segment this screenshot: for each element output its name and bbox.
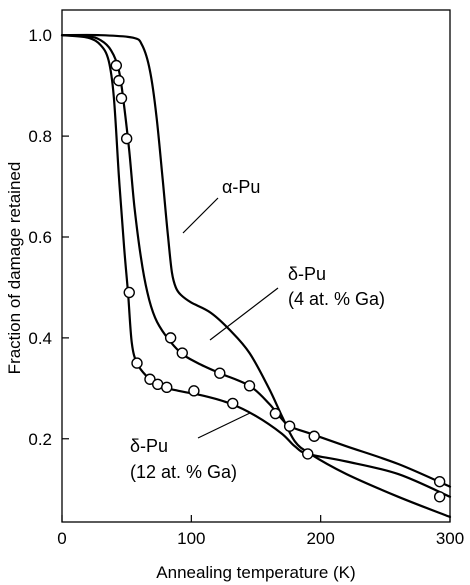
series-layer (60, 33, 452, 519)
y-tick-label: 0.4 (28, 329, 52, 348)
delta-pu-4ga-data-point (120, 132, 133, 145)
delta-pu-4ga-data-point (110, 59, 123, 72)
delta-pu-4ga-data-point (214, 367, 226, 379)
delta-pu-12ga-curve (60, 34, 452, 498)
delta-pu-4ga-data-point (433, 475, 446, 488)
y-axis-title: Fraction of damage retained (5, 162, 24, 375)
delta-pu-12ga-data-point (144, 373, 156, 385)
y-tick-label: 1.0 (28, 26, 52, 45)
x-tick-label: 200 (306, 529, 334, 548)
x-tick-label: 300 (436, 529, 464, 548)
delta-pu-12ga-data-point (227, 397, 239, 410)
delta-pu-12ga-leader-line (197, 412, 251, 439)
delta-pu-4ga-data-point (164, 332, 177, 344)
delta-pu-4ga-data-point (308, 430, 320, 442)
y-tick-label: 0.2 (28, 430, 52, 449)
delta-pu-4ga-data-point (115, 92, 128, 104)
delta-pu-12ga-label-line1: δ-Pu (130, 436, 168, 456)
alpha-pu-leader-line (182, 197, 219, 234)
delta-pu-12ga-label-line2: (12 at. % Ga) (130, 462, 237, 482)
alpha-pu-label: α-Pu (222, 177, 260, 197)
x-axis-title: Annealing temperature (K) (156, 563, 355, 582)
tick-layer: 0 100 200 300 0.2 0.4 0.6 0.8 1.0 (28, 26, 464, 548)
delta-pu-12ga-data-point (123, 286, 135, 299)
delta-pu-12ga-data-point (188, 385, 200, 397)
y-tick-label: 0.6 (28, 228, 52, 247)
delta-pu-4ga-data-point (269, 407, 282, 420)
delta-pu-4ga-data-point (283, 420, 296, 432)
x-tick-label: 100 (177, 529, 205, 548)
delta-pu-4ga-label-line1: δ-Pu (288, 264, 326, 284)
delta-pu-4ga-leader-line (209, 287, 279, 341)
delta-pu-4ga-data-point (176, 347, 188, 359)
delta-pu-4ga-data-point (113, 74, 125, 87)
x-tick-label: 0 (57, 529, 66, 548)
delta-pu-12ga-data-point (161, 381, 173, 394)
delta-pu-4ga-label-line2: (4 at. % Ga) (288, 289, 385, 309)
delta-pu-12ga-data-point (131, 357, 143, 369)
alpha-pu-curve (60, 33, 452, 519)
delta-pu-12ga-data-point (433, 491, 446, 503)
y-tick-label: 0.8 (28, 127, 52, 146)
delta-pu-4ga-data-point (243, 380, 256, 392)
delta-pu-12ga-data-point (302, 448, 314, 460)
plot-frame (61, 9, 451, 523)
